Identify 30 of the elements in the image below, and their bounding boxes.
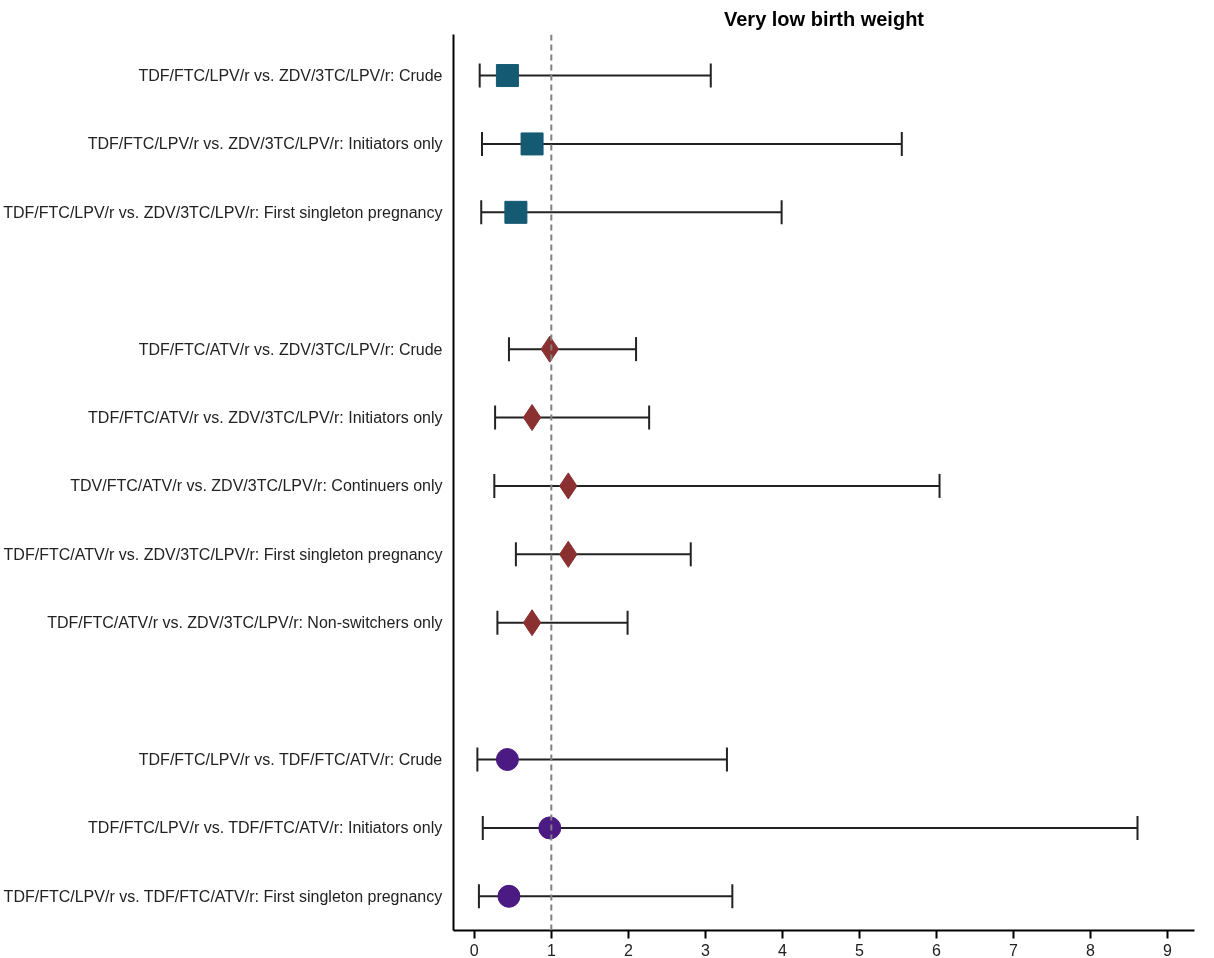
x-tick-label: 0 [469, 941, 479, 958]
x-tick-label: 9 [1163, 941, 1173, 958]
y-tick-label: TDV/FTC/ATV/r vs. ZDV/3TC/LPV/r: Continuers only [70, 477, 443, 495]
y-tick-label: TDF/FTC/LPV/r vs. TDF/FTC/ATV/r: Initiators only [88, 819, 443, 837]
point [497, 884, 521, 908]
point [538, 816, 562, 840]
y-tick-label: TDF/FTC/LPV/r vs. ZDV/3TC/LPV/r: Initiators only [87, 135, 443, 153]
y-tick-label: TDF/FTC/LPV/r vs. ZDV/3TC/LPV/r: First singleton pregnancy [3, 203, 443, 221]
x-tick-label: 5 [854, 941, 864, 958]
point [520, 132, 544, 156]
x-tick-label: 3 [700, 941, 710, 958]
y-tick-label: TDF/FTC/ATV/r vs. ZDV/3TC/LPV/r: Non-switchers only [47, 614, 443, 632]
y-tick-label: TDF/FTC/ATV/r vs. ZDV/3TC/LPV/r: First singleton pregnancy [3, 545, 443, 563]
x-tick-label: 7 [1009, 941, 1019, 958]
x-tick-label: 6 [932, 941, 942, 958]
x-tick-label: 2 [623, 941, 633, 958]
point [504, 200, 528, 224]
y-tick-label: TDF/FTC/LPV/r vs. TDF/FTC/ATV/r: Crude [138, 751, 443, 769]
y-tick-label: TDF/FTC/LPV/r vs. ZDV/3TC/LPV/r: Crude [138, 67, 443, 85]
y-tick-label: TDF/FTC/ATV/r vs. ZDV/3TC/LPV/r: Initiators only [88, 409, 443, 427]
x-tick-label: 8 [1086, 941, 1096, 958]
chart-title: Very low birth weight [723, 7, 925, 30]
point [495, 64, 519, 88]
y-tick-label: TDF/FTC/ATV/r vs. ZDV/3TC/LPV/r: Crude [138, 340, 443, 358]
point [495, 748, 519, 771]
x-tick-label: 1 [546, 941, 556, 958]
y-tick-label: TDF/FTC/LPV/r vs. TDF/FTC/ATV/r: First singleton pregnancy [3, 887, 443, 905]
x-tick-label: 4 [777, 941, 787, 958]
point [522, 404, 542, 432]
point [522, 609, 542, 637]
